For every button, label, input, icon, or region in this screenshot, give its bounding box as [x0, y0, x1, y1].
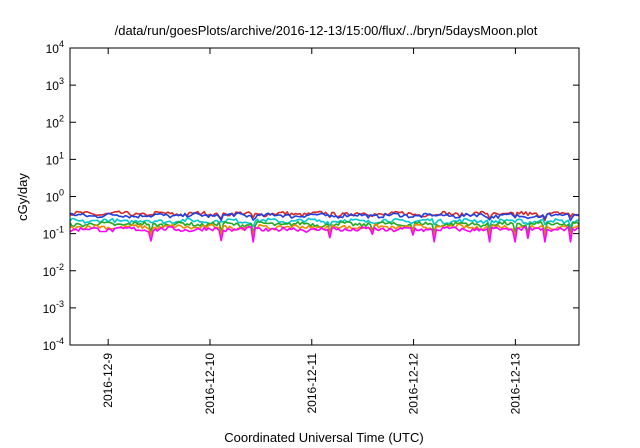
x-tick-label: 2016-12-10: [203, 353, 217, 415]
series-line: [69, 210, 580, 222]
series-line: [69, 217, 580, 229]
y-axis: 10-4 10-3 10-2 10-1 100 101 102 103 104: [43, 39, 579, 353]
y-tick-label: 102: [46, 113, 64, 130]
series-line: [69, 223, 580, 237]
chart-title: /data/run/goesPlots/archive/2016-12-13/1…: [115, 23, 538, 38]
x-tick-label: 2016-12-12: [407, 353, 421, 415]
y-tick-label: 103: [46, 76, 64, 93]
x-tick-label: 2016-12-13: [508, 353, 522, 415]
y-axis-label: cGy/day: [15, 173, 30, 221]
series-line: [69, 212, 580, 222]
y-tick-label: 10-1: [43, 225, 64, 242]
y-tick-label: 10-2: [43, 262, 64, 279]
x-axis: 2016-12-9 2016-12-10 2016-12-11 2016-12-12 2…: [101, 48, 522, 414]
y-tick-label: 104: [46, 39, 64, 56]
plot-frame: [69, 47, 580, 346]
x-tick-label: 2016-12-9: [101, 353, 115, 408]
series-line: [69, 225, 580, 243]
x-axis-label: Coordinated Universal Time (UTC): [224, 430, 423, 445]
y-tick-label: 101: [46, 150, 64, 167]
y-tick-label: 10-4: [43, 336, 64, 353]
y-tick-label: 10-3: [43, 299, 64, 316]
x-tick-label: 2016-12-11: [305, 353, 319, 414]
series-layer: [69, 210, 580, 243]
y-tick-label: 100: [46, 188, 64, 205]
